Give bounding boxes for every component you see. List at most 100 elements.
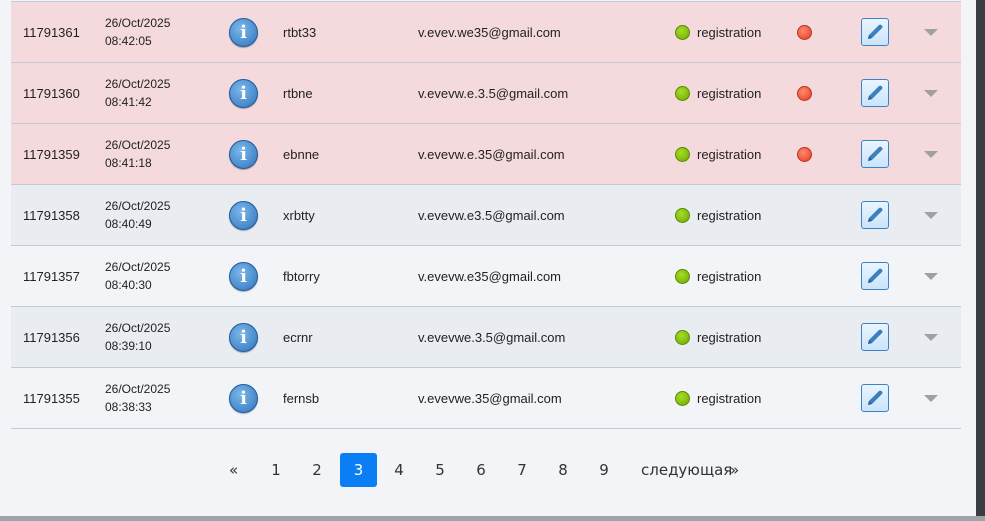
row-status: registration <box>675 63 761 123</box>
status-label: registration <box>697 24 762 40</box>
row-time: 08:41:18 <box>105 156 152 170</box>
info-button[interactable]: i <box>229 246 258 306</box>
row-time: 08:38:33 <box>105 400 152 414</box>
info-icon: i <box>229 322 258 352</box>
page-link[interactable]: 5 <box>435 461 445 479</box>
row-date: 26/Oct/2025 <box>105 138 171 152</box>
pencil-icon <box>861 323 889 351</box>
edit-button[interactable] <box>861 2 889 62</box>
green-status-dot-icon <box>675 24 690 40</box>
row-datetime: 26/Oct/2025 08:40:49 <box>105 185 170 245</box>
edit-button[interactable] <box>861 368 889 428</box>
row-username: fbtorry <box>283 268 320 284</box>
taskbar-edge <box>0 516 985 521</box>
info-button[interactable]: i <box>229 368 258 428</box>
green-status-dot-icon <box>675 207 690 223</box>
row-datetime: 26/Oct/2025 08:41:18 <box>105 124 170 184</box>
pencil-icon <box>861 384 889 412</box>
info-button[interactable]: i <box>229 185 258 245</box>
row-id: 11791359 <box>23 146 80 162</box>
expand-row-button[interactable] <box>924 63 938 123</box>
row-id: 11791356 <box>23 329 80 345</box>
page-current[interactable]: 3 <box>340 453 377 487</box>
pencil-icon <box>861 201 889 229</box>
edit-button[interactable] <box>861 307 889 367</box>
row-username: xrbtty <box>283 207 315 223</box>
edit-button[interactable] <box>861 63 889 123</box>
pencil-icon <box>861 140 889 168</box>
chevron-down-icon <box>924 333 938 341</box>
row-email: v.evevw.e35@gmail.com <box>418 268 562 284</box>
prev-page-link[interactable]: « <box>229 461 239 479</box>
green-status-dot-icon <box>675 85 690 101</box>
status-label: registration <box>697 329 762 345</box>
info-icon: i <box>229 383 258 413</box>
expand-row-button[interactable] <box>924 185 938 245</box>
pencil-icon <box>861 18 889 46</box>
edit-button[interactable] <box>861 124 889 184</box>
green-status-dot-icon <box>675 329 690 345</box>
page-link[interactable]: 4 <box>394 461 404 479</box>
red-flag-dot-icon <box>797 85 812 101</box>
info-button[interactable]: i <box>229 2 258 62</box>
users-table: 11791361 26/Oct/2025 08:42:05 i rtbt33 v.… <box>11 1 961 429</box>
row-username: fernsb <box>283 390 320 406</box>
row-email: v.evev.we35@gmail.com <box>418 24 561 40</box>
chevron-down-icon <box>924 272 938 280</box>
expand-row-button[interactable] <box>924 246 938 306</box>
next-page-arrow[interactable]: » <box>730 461 740 479</box>
expand-row-button[interactable] <box>924 307 938 367</box>
chevron-down-icon <box>924 211 938 219</box>
chevron-down-icon <box>924 150 938 158</box>
row-status: registration <box>675 2 761 62</box>
row-date: 26/Oct/2025 <box>105 260 171 274</box>
row-date: 26/Oct/2025 <box>105 382 171 396</box>
info-button[interactable]: i <box>229 124 258 184</box>
table-row: 11791358 26/Oct/2025 08:40:49 i xrbtty v.… <box>11 185 961 246</box>
row-email: v.evevw.e3.5@gmail.com <box>418 207 565 223</box>
row-id: 11791361 <box>23 24 80 40</box>
green-status-dot-icon <box>675 390 690 406</box>
row-date: 26/Oct/2025 <box>105 199 171 213</box>
info-button[interactable]: i <box>229 307 258 367</box>
table-row: 11791359 26/Oct/2025 08:41:18 i ebnne v.e… <box>11 124 961 185</box>
row-status: registration <box>675 185 761 245</box>
status-label: registration <box>697 85 762 101</box>
page-link[interactable]: 2 <box>312 461 322 479</box>
row-id: 11791360 <box>23 85 80 101</box>
pencil-icon <box>861 79 889 107</box>
info-button[interactable]: i <box>229 63 258 123</box>
expand-row-button[interactable] <box>924 368 938 428</box>
next-page-link[interactable]: следующая <box>641 461 733 479</box>
page-link[interactable]: 6 <box>476 461 486 479</box>
row-time: 08:40:30 <box>105 278 152 292</box>
page-link[interactable]: 9 <box>599 461 609 479</box>
row-id: 11791358 <box>23 207 80 223</box>
row-datetime: 26/Oct/2025 08:39:10 <box>105 307 170 367</box>
info-icon: i <box>229 78 258 108</box>
table-row: 11791355 26/Oct/2025 08:38:33 i fernsb v.… <box>11 368 961 429</box>
expand-row-button[interactable] <box>924 2 938 62</box>
status-label: registration <box>697 207 762 223</box>
edit-button[interactable] <box>861 246 889 306</box>
info-icon: i <box>229 261 258 291</box>
row-id: 11791355 <box>23 390 80 406</box>
status-label: registration <box>697 268 762 284</box>
page-link[interactable]: 1 <box>271 461 281 479</box>
status-label: registration <box>697 146 762 162</box>
flag <box>797 63 819 123</box>
chevron-down-icon <box>924 89 938 97</box>
red-flag-dot-icon <box>797 24 812 40</box>
green-status-dot-icon <box>675 146 690 162</box>
info-icon: i <box>229 17 258 47</box>
expand-row-button[interactable] <box>924 124 938 184</box>
row-datetime: 26/Oct/2025 08:42:05 <box>105 2 170 62</box>
row-datetime: 26/Oct/2025 08:38:33 <box>105 368 170 428</box>
row-time: 08:42:05 <box>105 34 152 48</box>
edit-button[interactable] <box>861 185 889 245</box>
row-username: rtbt33 <box>283 24 317 40</box>
row-id: 11791357 <box>23 268 80 284</box>
page-link[interactable]: 8 <box>558 461 568 479</box>
page-link[interactable]: 7 <box>517 461 527 479</box>
